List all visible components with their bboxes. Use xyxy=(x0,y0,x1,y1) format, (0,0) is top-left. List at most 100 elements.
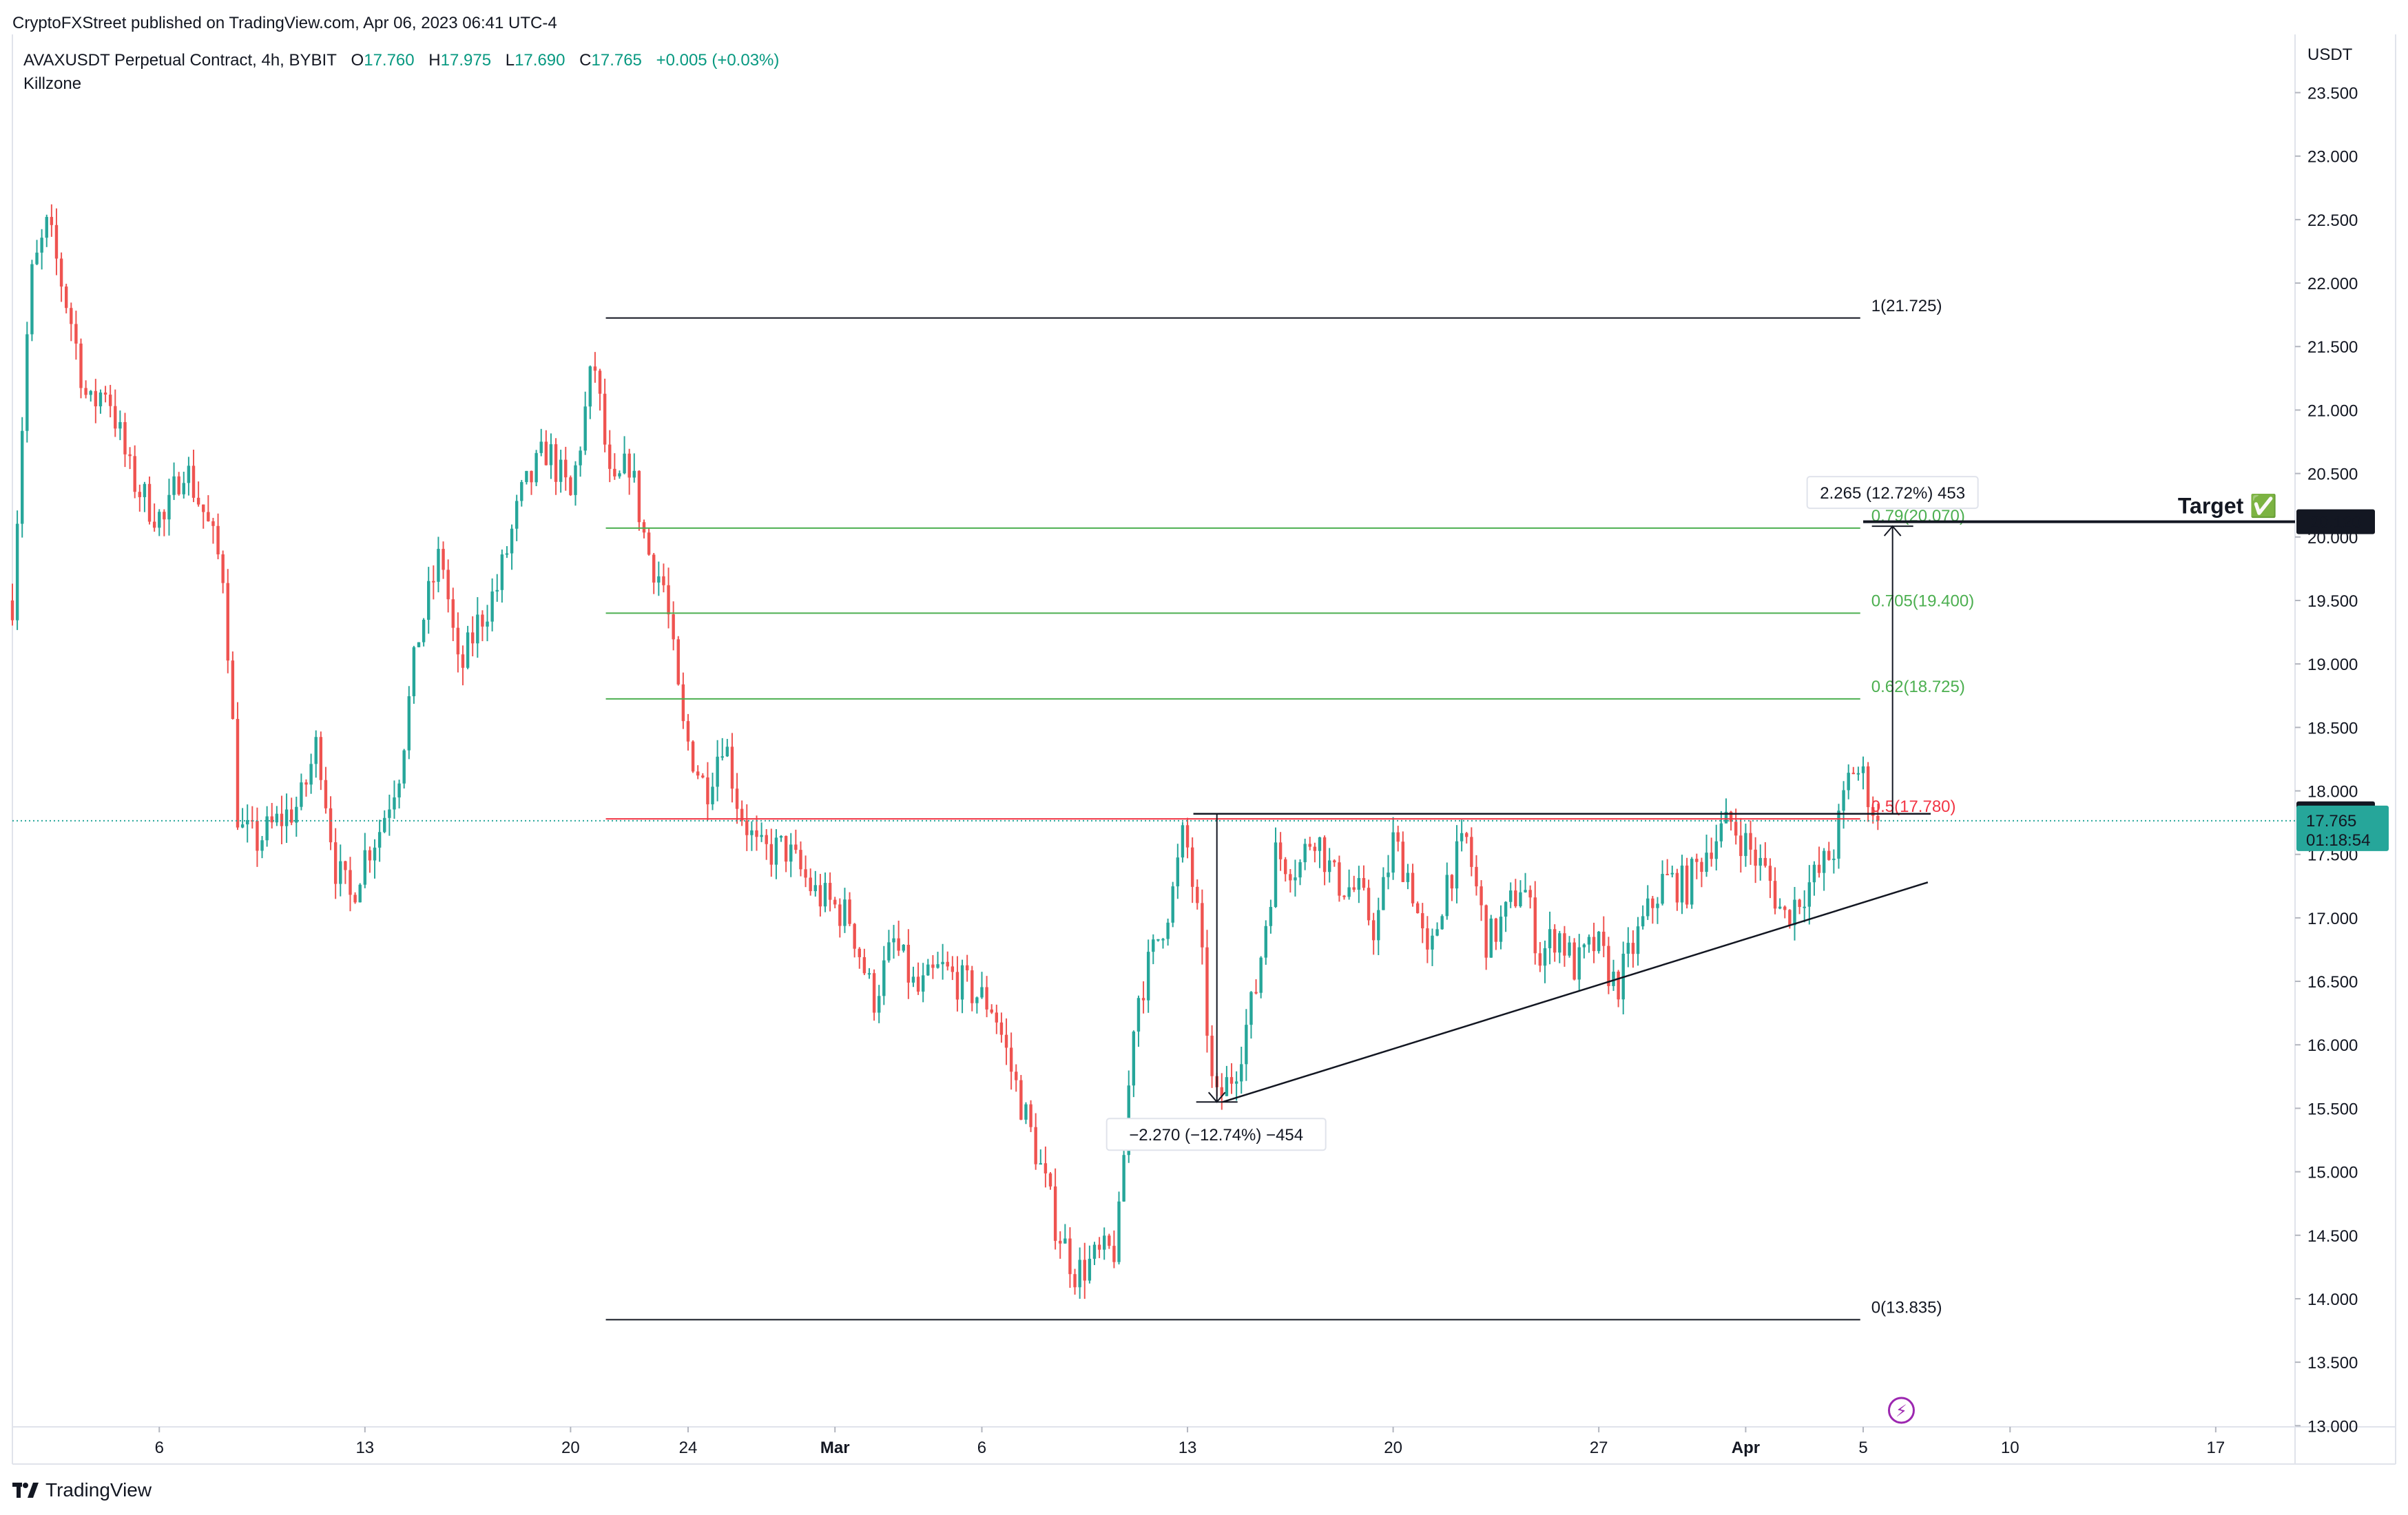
candle-body xyxy=(1842,790,1845,811)
candle-body xyxy=(10,600,14,620)
low-label: L xyxy=(505,51,515,70)
candle-body xyxy=(1656,903,1659,908)
candle-body xyxy=(1612,972,1615,986)
candle-body xyxy=(853,923,856,949)
measure-down-label: −2.270 (−12.74%) −454 xyxy=(1129,1126,1303,1145)
candle-body xyxy=(412,647,416,697)
candle-body xyxy=(226,583,229,661)
candle-body xyxy=(207,512,210,521)
candle-body xyxy=(911,976,915,983)
candle-body xyxy=(921,975,925,992)
candle-body xyxy=(377,832,382,848)
candle-body xyxy=(191,466,196,498)
price-tick-label: 21.000 xyxy=(2307,401,2358,420)
candle-body xyxy=(397,783,401,797)
price-tick-label: 14.500 xyxy=(2307,1227,2358,1246)
candle-body xyxy=(1543,948,1547,966)
candle-body xyxy=(990,1009,993,1013)
price-tick-label: 18.500 xyxy=(2307,719,2358,738)
candle-body xyxy=(1146,952,1150,1001)
candle-body xyxy=(221,554,225,583)
candle-body xyxy=(799,850,802,870)
candle-body xyxy=(887,942,891,961)
candle-body xyxy=(1396,832,1400,842)
candle-body xyxy=(1607,945,1610,986)
candle-body xyxy=(1714,841,1718,859)
candle-body xyxy=(1744,833,1747,857)
candle-body xyxy=(1415,903,1420,914)
candle-body xyxy=(1861,766,1865,773)
candle-body xyxy=(858,948,861,957)
price-tick-label: 19.500 xyxy=(2307,592,2358,611)
fib-level-label: 1(21.725) xyxy=(1871,297,1942,315)
candle-body xyxy=(1367,888,1371,921)
candle-body xyxy=(1274,842,1278,908)
candle-body xyxy=(1435,929,1439,936)
candle-body xyxy=(1264,926,1267,958)
low-value: 17.690 xyxy=(515,51,565,70)
candle-body xyxy=(1333,860,1336,863)
candle-body xyxy=(760,835,763,837)
candle-body xyxy=(1327,860,1331,873)
candle-body xyxy=(1083,1260,1086,1281)
candle-body xyxy=(1788,910,1792,926)
candle-body xyxy=(1504,901,1508,917)
candle-body xyxy=(1817,864,1821,873)
candle-body xyxy=(1029,1104,1032,1127)
candle-body xyxy=(417,642,421,647)
price-tag-label: 20.120 xyxy=(2310,514,2360,532)
candle-body xyxy=(270,816,273,823)
candle-body xyxy=(1406,873,1410,882)
candle-body xyxy=(1210,1035,1214,1076)
candle-body xyxy=(1827,850,1831,860)
tradingview-logo[interactable]: TradingView xyxy=(12,1479,152,1501)
candle-body xyxy=(730,746,734,789)
candle-body xyxy=(1641,916,1645,927)
candle-body xyxy=(1636,926,1640,954)
candle-body xyxy=(1132,1031,1136,1086)
candle-body xyxy=(344,861,347,870)
candle-body xyxy=(1063,1238,1067,1244)
candle-body xyxy=(50,217,54,225)
candle-body xyxy=(1225,1077,1229,1096)
candle-body xyxy=(1122,1155,1125,1202)
candle-body xyxy=(965,965,969,971)
publish-caption: CryptoFXStreet published on TradingView.… xyxy=(12,14,557,32)
price-tick-label: 23.500 xyxy=(2307,85,2358,103)
candle-body xyxy=(642,522,646,533)
candle-body xyxy=(461,654,465,668)
candle-body xyxy=(1391,832,1395,873)
candle-body xyxy=(1015,1072,1018,1080)
candle-body xyxy=(108,395,112,406)
price-tick-label: 22.000 xyxy=(2307,275,2358,293)
candle-body xyxy=(1313,846,1317,851)
candle-body xyxy=(1426,928,1429,950)
candle-body xyxy=(1514,890,1517,906)
candle-body xyxy=(339,861,342,884)
candle-body xyxy=(1783,906,1787,910)
candle-body xyxy=(1338,862,1341,896)
indicator-name[interactable]: Killzone xyxy=(23,74,82,93)
candle-body xyxy=(681,684,685,722)
candle-body xyxy=(402,750,406,784)
candle-body xyxy=(1318,837,1322,851)
candle-body xyxy=(1161,939,1165,941)
candle-body xyxy=(1719,823,1723,842)
candle-body xyxy=(1460,833,1464,842)
candle-body xyxy=(1377,910,1380,941)
candle-body xyxy=(1278,842,1283,859)
candle-body xyxy=(1724,811,1728,824)
candle-body xyxy=(520,482,523,501)
candle-body xyxy=(442,549,445,570)
time-tick-label: 6 xyxy=(977,1439,986,1457)
candle-body xyxy=(1705,853,1708,873)
candle-body xyxy=(1778,906,1782,909)
candle-body xyxy=(1088,1258,1092,1281)
candle-body xyxy=(1068,1238,1072,1275)
symbol-name[interactable]: AVAXUSDT Perpetual Contract, 4h, BYBIT xyxy=(23,51,337,70)
candle-body xyxy=(1773,881,1777,909)
fib-level-label: 0.705(19.400) xyxy=(1871,592,1974,610)
candle-body xyxy=(1528,890,1532,898)
candle-body xyxy=(1548,929,1552,948)
